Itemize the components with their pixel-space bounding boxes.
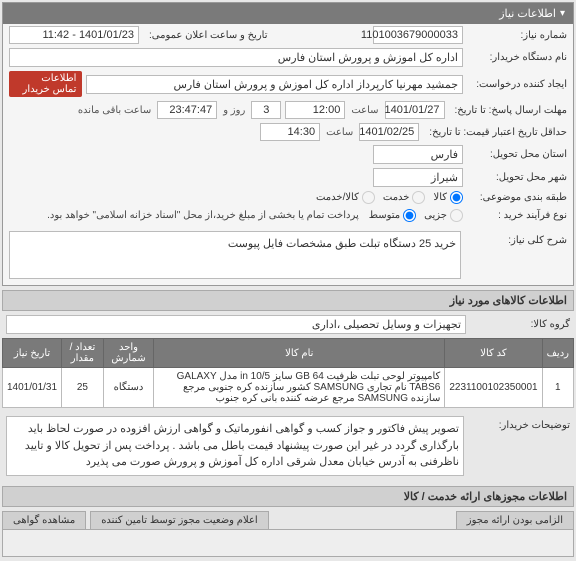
field-state: فارس: [373, 145, 463, 164]
field-need-desc: خرید 25 دستگاه تبلت طبق مشخصات فایل پیوس…: [9, 231, 461, 279]
th-code: کد کالا: [445, 339, 542, 368]
row-goods-group: گروه کالا: تجهیزات و وسایل تحصیلی ،اداری: [0, 313, 576, 336]
label-process: نوع فرآیند خرید :: [467, 210, 567, 221]
th-date: تاریخ نیاز: [3, 339, 62, 368]
row-creator: ایجاد کننده درخواست: جمشید مهرنیا کارپرد…: [3, 69, 573, 99]
field-deadline-days: 3: [251, 101, 281, 119]
radio-khedmat[interactable]: خدمت: [383, 191, 426, 204]
th-name: نام کالا: [154, 339, 445, 368]
field-buyer-org: اداره کل اموزش و پرورش استان فارس: [9, 48, 463, 67]
row-need-desc: شرح کلی نیاز: خرید 25 دستگاه تبلت طبق مش…: [3, 225, 573, 285]
items-table: ردیف کد کالا نام کالا واحد شمارش تعداد /…: [2, 338, 574, 408]
tabs: الزامی بودن ارائه مجوز اعلام وضعیت مجوز …: [2, 511, 574, 529]
th-unit: واحد شمارش: [103, 339, 153, 368]
field-validity-time: 14:30: [260, 123, 320, 141]
collapse-icon: ▾: [560, 8, 565, 19]
radio-kala-input[interactable]: [450, 191, 463, 204]
field-validity-date: 1401/02/25: [359, 123, 419, 141]
field-deadline-date: 1401/01/27: [385, 101, 445, 119]
label-hour-2: ساعت: [324, 127, 355, 138]
label-need-no: شماره نیاز:: [467, 30, 567, 41]
panel-title: اطلاعات نیاز: [499, 7, 556, 20]
field-creator: جمشید مهرنیا کارپرداز اداره کل اموزش و پ…: [86, 75, 463, 94]
row-deadline: مهلت ارسال پاسخ: تا تاریخ: 1401/01/27 سا…: [3, 99, 573, 121]
radio-kala[interactable]: کالا: [433, 191, 463, 204]
td-date: 1401/01/31: [3, 368, 62, 408]
category-radio-group: کالا خدمت کالا/خدمت: [316, 191, 463, 204]
radio-low-input[interactable]: [450, 209, 463, 222]
label-day-and: روز و: [221, 105, 247, 116]
row-need-no: شماره نیاز: 1101003679000033 تاریخ و ساع…: [3, 24, 573, 46]
row-city: شهر محل تحویل: شیراز: [3, 166, 573, 189]
label-need-desc: شرح کلی نیاز:: [467, 231, 567, 246]
field-city: شیراز: [373, 168, 463, 187]
field-goods-group: تجهیزات و وسایل تحصیلی ،اداری: [6, 315, 466, 334]
radio-kala-khedmat-input[interactable]: [362, 191, 375, 204]
field-need-no: 1101003679000033: [373, 26, 463, 44]
td-qty: 25: [62, 368, 104, 408]
radio-med-input[interactable]: [403, 209, 416, 222]
th-row: ردیف: [542, 339, 573, 368]
radio-med[interactable]: متوسط: [369, 209, 416, 222]
radio-kala-khedmat[interactable]: کالا/خدمت: [316, 191, 375, 204]
label-public-date: تاریخ و ساعت اعلان عمومی:: [143, 30, 268, 41]
field-buyer-notes: تصویر پیش فاکتور و جواز کسب و گواهی انفو…: [6, 416, 464, 476]
row-buyer-org: نام دستگاه خریدار: اداره کل اموزش و پرور…: [3, 46, 573, 69]
th-qty: تعداد / مقدار: [62, 339, 104, 368]
field-deadline-remain: 23:47:47: [157, 101, 217, 119]
label-city: شهر محل تحویل:: [467, 172, 567, 183]
label-state: استان محل تحویل:: [467, 149, 567, 160]
tab-mandatory[interactable]: الزامی بودن ارائه مجوز: [456, 511, 574, 529]
tab-status[interactable]: اعلام وضعیت مجوز توسط تامین کننده: [90, 511, 269, 529]
services-content: [2, 529, 574, 557]
row-validity: حداقل تاریخ اعتبار قیمت: تا تاریخ: 1401/…: [3, 121, 573, 143]
label-goods-group: گروه کالا:: [470, 319, 570, 330]
label-buyer-notes: توضیحات خریدار:: [470, 416, 570, 431]
table-row: 1 2231100102350001 کامپیوتر لوحی تبلت ظر…: [3, 368, 574, 408]
table-header-row: ردیف کد کالا نام کالا واحد شمارش تعداد /…: [3, 339, 574, 368]
row-buyer-notes: توضیحات خریدار: تصویر پیش فاکتور و جواز …: [0, 410, 576, 482]
label-deadline: مهلت ارسال پاسخ: تا تاریخ:: [449, 105, 567, 116]
label-hour-1: ساعت: [349, 105, 380, 116]
items-section-title: اطلاعات کالاهای مورد نیاز: [2, 290, 574, 311]
label-category: طبقه بندی موضوعی:: [467, 192, 567, 203]
process-radio-group: جزیی متوسط: [369, 209, 463, 222]
services-section-title: اطلاعات مجوزهای ارائه خدمت / کالا: [2, 486, 574, 507]
need-info-panel: ▾ اطلاعات نیاز شماره نیاز: 1101003679000…: [2, 2, 574, 286]
td-code: 2231100102350001: [445, 368, 542, 408]
td-name: کامپیوتر لوحی تبلت ظرفیت GB 64 سایز in 1…: [154, 368, 445, 408]
field-public-date: 1401/01/23 - 11:42: [9, 26, 139, 44]
panel-header[interactable]: ▾ اطلاعات نیاز: [3, 3, 573, 24]
row-category: طبقه بندی موضوعی: کالا خدمت کالا/خدمت: [3, 189, 573, 206]
row-process: نوع فرآیند خرید : جزیی متوسط پرداخت تمام…: [3, 206, 573, 225]
td-row: 1: [542, 368, 573, 408]
radio-low[interactable]: جزیی: [424, 209, 463, 222]
label-buyer-org: نام دستگاه خریدار:: [467, 52, 567, 63]
label-validity: حداقل تاریخ اعتبار قیمت: تا تاریخ:: [423, 127, 567, 138]
contact-badge[interactable]: اطلاعات تماس خریدار: [9, 71, 82, 97]
row-state: استان محل تحویل: فارس: [3, 143, 573, 166]
process-note: پرداخت تمام یا بخشی از مبلغ خرید،از محل …: [9, 208, 365, 223]
tab-license[interactable]: مشاهده گواهی: [2, 511, 86, 529]
label-creator: ایجاد کننده درخواست:: [467, 79, 567, 90]
field-deadline-time: 12:00: [285, 101, 345, 119]
radio-khedmat-input[interactable]: [412, 191, 425, 204]
td-unit: دستگاه: [103, 368, 153, 408]
label-remain: ساعت باقی مانده: [76, 105, 153, 116]
